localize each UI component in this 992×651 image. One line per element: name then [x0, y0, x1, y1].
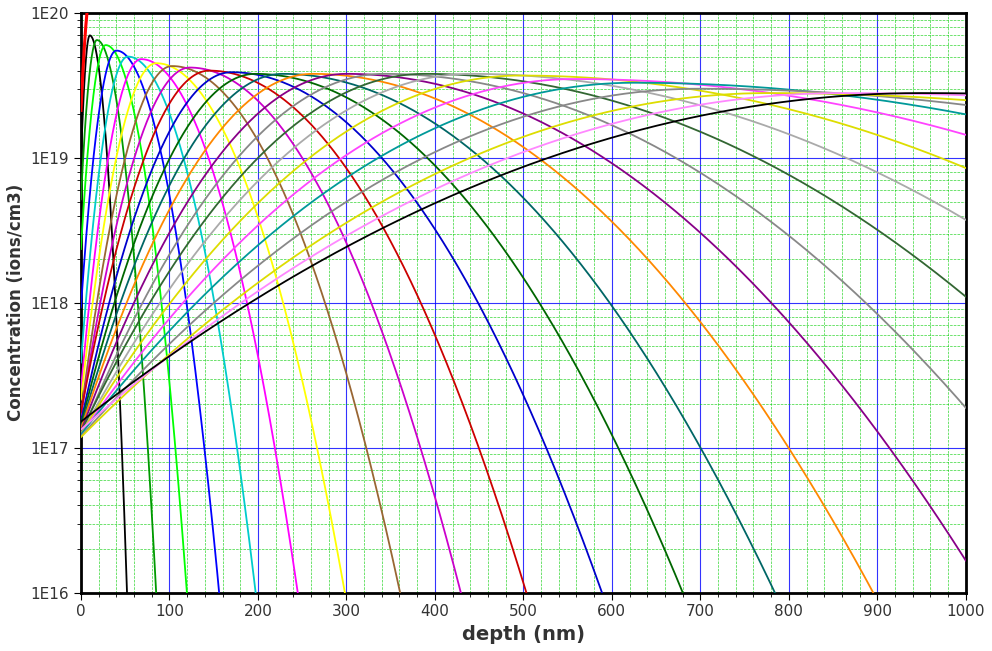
Y-axis label: Concentration (ions/cm3): Concentration (ions/cm3) [7, 184, 25, 421]
X-axis label: depth (nm): depth (nm) [462, 625, 585, 644]
